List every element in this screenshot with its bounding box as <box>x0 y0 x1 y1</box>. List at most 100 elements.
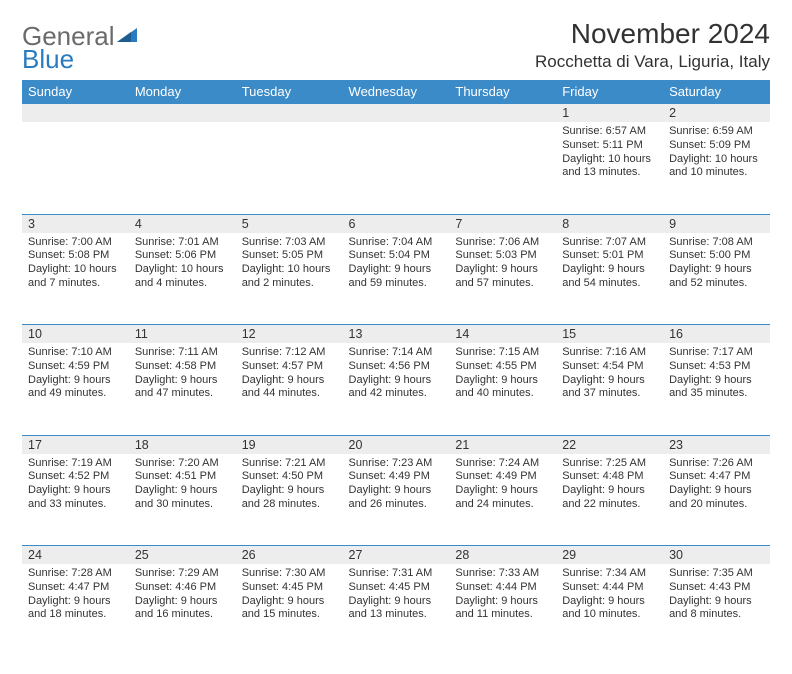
day-cell: Sunrise: 7:28 AMSunset: 4:47 PMDaylight:… <box>22 564 129 656</box>
weekday-header: Thursday <box>449 80 556 104</box>
sunset-text: Sunset: 4:47 PM <box>669 470 764 484</box>
day-cell: Sunrise: 7:19 AMSunset: 4:52 PMDaylight:… <box>22 454 129 546</box>
sunrise-text: Sunrise: 7:23 AM <box>349 457 444 471</box>
day-number-cell <box>129 104 236 123</box>
daylight-text: Daylight: 9 hours and 47 minutes. <box>135 374 230 402</box>
sunset-text: Sunset: 5:09 PM <box>669 139 764 153</box>
day-cell: Sunrise: 7:30 AMSunset: 4:45 PMDaylight:… <box>236 564 343 656</box>
logo-triangle-icon <box>117 18 137 49</box>
day-cell: Sunrise: 7:26 AMSunset: 4:47 PMDaylight:… <box>663 454 770 546</box>
day-number-cell: 8 <box>556 214 663 233</box>
sunset-text: Sunset: 4:54 PM <box>562 360 657 374</box>
sunset-text: Sunset: 5:00 PM <box>669 249 764 263</box>
sunrise-text: Sunrise: 7:17 AM <box>669 346 764 360</box>
daylight-text: Daylight: 9 hours and 20 minutes. <box>669 484 764 512</box>
day-cell: Sunrise: 7:01 AMSunset: 5:06 PMDaylight:… <box>129 233 236 325</box>
day-number-cell: 28 <box>449 546 556 565</box>
sunset-text: Sunset: 5:03 PM <box>455 249 550 263</box>
day-cell: Sunrise: 7:31 AMSunset: 4:45 PMDaylight:… <box>343 564 450 656</box>
daylight-text: Daylight: 9 hours and 33 minutes. <box>28 484 123 512</box>
sunset-text: Sunset: 4:51 PM <box>135 470 230 484</box>
sunrise-text: Sunrise: 7:29 AM <box>135 567 230 581</box>
day-number-cell <box>449 104 556 123</box>
day-number-cell: 25 <box>129 546 236 565</box>
sunset-text: Sunset: 5:05 PM <box>242 249 337 263</box>
sunset-text: Sunset: 4:47 PM <box>28 581 123 595</box>
day-number-cell: 19 <box>236 435 343 454</box>
sunset-text: Sunset: 5:06 PM <box>135 249 230 263</box>
day-cell: Sunrise: 7:08 AMSunset: 5:00 PMDaylight:… <box>663 233 770 325</box>
daylight-text: Daylight: 9 hours and 26 minutes. <box>349 484 444 512</box>
daynum-row: 17181920212223 <box>22 435 770 454</box>
day-number-cell <box>343 104 450 123</box>
content-row: Sunrise: 7:10 AMSunset: 4:59 PMDaylight:… <box>22 343 770 435</box>
daylight-text: Daylight: 9 hours and 35 minutes. <box>669 374 764 402</box>
sunset-text: Sunset: 4:50 PM <box>242 470 337 484</box>
day-number-cell: 26 <box>236 546 343 565</box>
sunrise-text: Sunrise: 7:35 AM <box>669 567 764 581</box>
daynum-row: 12 <box>22 104 770 123</box>
sunrise-text: Sunrise: 7:16 AM <box>562 346 657 360</box>
weekday-header-row: Sunday Monday Tuesday Wednesday Thursday… <box>22 80 770 104</box>
daylight-text: Daylight: 10 hours and 13 minutes. <box>562 153 657 181</box>
daylight-text: Daylight: 9 hours and 30 minutes. <box>135 484 230 512</box>
day-cell: Sunrise: 7:10 AMSunset: 4:59 PMDaylight:… <box>22 343 129 435</box>
day-cell: Sunrise: 7:29 AMSunset: 4:46 PMDaylight:… <box>129 564 236 656</box>
day-number-cell: 21 <box>449 435 556 454</box>
day-cell: Sunrise: 7:20 AMSunset: 4:51 PMDaylight:… <box>129 454 236 546</box>
daylight-text: Daylight: 9 hours and 40 minutes. <box>455 374 550 402</box>
sunset-text: Sunset: 4:58 PM <box>135 360 230 374</box>
sunrise-text: Sunrise: 7:25 AM <box>562 457 657 471</box>
sunrise-text: Sunrise: 6:57 AM <box>562 125 657 139</box>
daylight-text: Daylight: 9 hours and 28 minutes. <box>242 484 337 512</box>
daylight-text: Daylight: 10 hours and 10 minutes. <box>669 153 764 181</box>
daylight-text: Daylight: 9 hours and 13 minutes. <box>349 595 444 623</box>
day-cell: Sunrise: 6:59 AMSunset: 5:09 PMDaylight:… <box>663 122 770 214</box>
sunrise-text: Sunrise: 7:12 AM <box>242 346 337 360</box>
header: General November 2024 Rocchetta di Vara,… <box>22 18 770 72</box>
day-cell: Sunrise: 7:33 AMSunset: 4:44 PMDaylight:… <box>449 564 556 656</box>
sunset-text: Sunset: 4:53 PM <box>669 360 764 374</box>
day-number-cell: 7 <box>449 214 556 233</box>
daylight-text: Daylight: 9 hours and 18 minutes. <box>28 595 123 623</box>
daylight-text: Daylight: 10 hours and 2 minutes. <box>242 263 337 291</box>
day-cell: Sunrise: 7:03 AMSunset: 5:05 PMDaylight:… <box>236 233 343 325</box>
content-row: Sunrise: 7:19 AMSunset: 4:52 PMDaylight:… <box>22 454 770 546</box>
day-cell: Sunrise: 7:21 AMSunset: 4:50 PMDaylight:… <box>236 454 343 546</box>
day-number-cell: 27 <box>343 546 450 565</box>
day-number-cell: 22 <box>556 435 663 454</box>
daylight-text: Daylight: 9 hours and 37 minutes. <box>562 374 657 402</box>
day-cell: Sunrise: 7:14 AMSunset: 4:56 PMDaylight:… <box>343 343 450 435</box>
day-number-cell: 15 <box>556 325 663 344</box>
content-row: Sunrise: 7:00 AMSunset: 5:08 PMDaylight:… <box>22 233 770 325</box>
day-number-cell <box>236 104 343 123</box>
day-number-cell: 6 <box>343 214 450 233</box>
day-number-cell: 17 <box>22 435 129 454</box>
sunrise-text: Sunrise: 7:06 AM <box>455 236 550 250</box>
day-number-cell: 5 <box>236 214 343 233</box>
sunrise-text: Sunrise: 7:24 AM <box>455 457 550 471</box>
day-cell <box>129 122 236 214</box>
sunset-text: Sunset: 4:45 PM <box>242 581 337 595</box>
daylight-text: Daylight: 9 hours and 42 minutes. <box>349 374 444 402</box>
sunrise-text: Sunrise: 7:19 AM <box>28 457 123 471</box>
sunrise-text: Sunrise: 7:08 AM <box>669 236 764 250</box>
day-number-cell: 4 <box>129 214 236 233</box>
day-cell: Sunrise: 7:12 AMSunset: 4:57 PMDaylight:… <box>236 343 343 435</box>
sunset-text: Sunset: 4:48 PM <box>562 470 657 484</box>
day-number-cell: 10 <box>22 325 129 344</box>
sunset-text: Sunset: 4:44 PM <box>562 581 657 595</box>
sunrise-text: Sunrise: 6:59 AM <box>669 125 764 139</box>
day-number-cell: 18 <box>129 435 236 454</box>
sunset-text: Sunset: 4:45 PM <box>349 581 444 595</box>
sunset-text: Sunset: 4:49 PM <box>349 470 444 484</box>
sunset-text: Sunset: 5:04 PM <box>349 249 444 263</box>
day-cell: Sunrise: 7:17 AMSunset: 4:53 PMDaylight:… <box>663 343 770 435</box>
weekday-header: Saturday <box>663 80 770 104</box>
content-row: Sunrise: 6:57 AMSunset: 5:11 PMDaylight:… <box>22 122 770 214</box>
day-number-cell: 11 <box>129 325 236 344</box>
day-cell: Sunrise: 7:07 AMSunset: 5:01 PMDaylight:… <box>556 233 663 325</box>
title-block: November 2024 Rocchetta di Vara, Liguria… <box>535 18 770 72</box>
daylight-text: Daylight: 9 hours and 52 minutes. <box>669 263 764 291</box>
sunrise-text: Sunrise: 7:01 AM <box>135 236 230 250</box>
